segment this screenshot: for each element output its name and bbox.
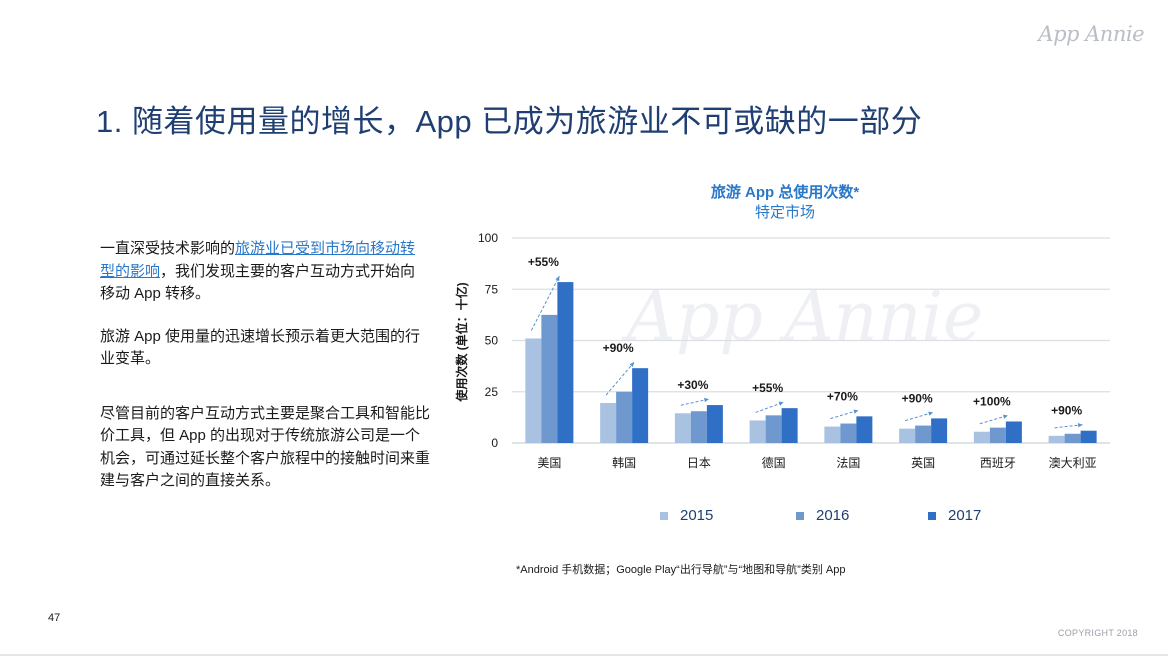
- x-tick-label: 日本: [687, 456, 711, 470]
- growth-arrowhead: [555, 276, 560, 282]
- industry-shift-link[interactable]: 旅游业已受到市场向移动转型的影响: [100, 240, 416, 280]
- growth-arrowhead: [1002, 414, 1008, 419]
- bottom-divider: [0, 654, 1168, 656]
- bar: [765, 415, 782, 443]
- bar: [931, 418, 948, 443]
- growth-arrowhead: [853, 409, 859, 414]
- bar: [541, 314, 558, 443]
- x-tick-label: 德国: [762, 455, 786, 470]
- x-tick-label: 英国: [911, 456, 935, 470]
- bar: [1064, 433, 1081, 443]
- growth-arrow: [530, 275, 560, 331]
- x-tick-labels: 美国 韩国 日本 德国 法国 英国 西班牙 澳大利亚: [537, 455, 1096, 470]
- bar: [525, 338, 542, 443]
- paragraph-1: 一直深受技术影响的旅游业已受到市场向移动转型的影响，我们发现主要的客户互动方式开…: [100, 238, 430, 306]
- growth-arrowhead: [1077, 423, 1083, 428]
- x-tick-label: 美国: [537, 456, 561, 470]
- paragraph-2: 旅游 App 使用量的迅速增长预示着更大范围的行业变革。: [100, 327, 421, 368]
- bar: [915, 425, 932, 443]
- x-tick-label: 法国: [836, 456, 860, 470]
- growth-label: +70%: [827, 389, 858, 403]
- paragraph-1-lead: 一直深受技术影响的: [100, 240, 236, 257]
- y-tick-label: 75: [485, 282, 499, 296]
- y-axis-label: 使用次数 (单位：十亿): [454, 282, 469, 402]
- y-tick-label: 25: [485, 385, 499, 399]
- bar: [632, 368, 649, 443]
- growth-arrow: [605, 361, 635, 396]
- growth-label: +100%: [973, 394, 1011, 408]
- page-number: 47: [48, 612, 61, 624]
- watermark: App Annie: [621, 278, 983, 357]
- bar: [749, 420, 766, 443]
- legend-swatch: [928, 511, 936, 520]
- growth-label: +90%: [902, 391, 933, 405]
- paragraph-1-tail: ，我们发现主要的客户互动方式开始向移动 App 转移。: [100, 262, 416, 303]
- growth-arrowhead: [704, 397, 709, 403]
- y-tick-label: 0: [491, 436, 498, 450]
- copyright: COPYRIGHT 2018: [1057, 628, 1138, 638]
- chart-title: 旅游 App 总使用次数*: [710, 184, 860, 201]
- growth-arrowhead: [928, 411, 934, 416]
- y-tick-label: 100: [478, 231, 498, 245]
- legend-label: 2015: [680, 507, 714, 524]
- growth-annotations: +55% +90% +30% +55% +70% +90% +100% +90%: [528, 255, 1083, 429]
- legend-label: 2016: [816, 507, 850, 524]
- y-tick-label: 50: [485, 334, 499, 348]
- bar: [824, 426, 841, 443]
- growth-label: +90%: [1051, 404, 1082, 418]
- chart-heading: 旅游 App 总使用次数* 特定市场: [650, 183, 920, 223]
- paragraph-3: 尽管目前的客户互动方式主要是聚合工具和智能比价工具，但 App 的出现对于传统旅…: [100, 404, 431, 490]
- growth-label: +90%: [603, 341, 634, 355]
- body-text: 一直深受技术影响的旅游业已受到市场向移动转型的影响，我们发现主要的客户互动方式开…: [100, 238, 430, 493]
- bar: [690, 411, 707, 443]
- growth-label: +55%: [528, 255, 559, 269]
- chart-subtitle: 特定市场: [754, 204, 815, 221]
- legend-swatch: [660, 511, 668, 520]
- growth-arrowhead: [778, 401, 784, 406]
- bar: [1080, 430, 1097, 443]
- growth-label: +55%: [752, 381, 783, 395]
- chart-legend: 2015 2016 2017: [660, 507, 1000, 527]
- x-tick-label: 西班牙: [980, 456, 1016, 470]
- bar: [840, 423, 857, 443]
- growth-arrowhead: [629, 362, 635, 368]
- legend-item: 2016: [796, 507, 849, 524]
- bar: [674, 413, 691, 443]
- legend-item: 2017: [928, 507, 981, 524]
- bar: [557, 282, 574, 443]
- x-tick-label: 澳大利亚: [1049, 456, 1097, 470]
- bar: [989, 427, 1006, 443]
- bar: [973, 431, 990, 443]
- slide-title: 1. 随着使用量的增长，App 已成为旅游业不可或缺的一部分: [96, 104, 923, 139]
- y-tick-labels: 0 25 50 75 100: [478, 231, 498, 450]
- legend-swatch: [796, 511, 804, 520]
- bars: [525, 282, 1097, 443]
- bar: [616, 391, 633, 443]
- x-tick-label: 韩国: [612, 455, 636, 470]
- legend-label: 2017: [948, 507, 982, 524]
- chart-footnote: *Android 手机数据；Google Play“出行导航”与“地图和导航”类…: [516, 564, 846, 576]
- bar: [856, 416, 873, 443]
- bar: [706, 405, 723, 443]
- growth-label: +30%: [677, 378, 708, 392]
- bar: [1005, 421, 1022, 443]
- bar: [781, 408, 798, 443]
- bar: [1048, 435, 1065, 443]
- app-annie-logo: App Annie: [1038, 22, 1144, 46]
- bar-chart: App Annie 使用次数 (单位：十亿) 0 25 50 75 100 美国 韩国 日本…: [454, 231, 1110, 470]
- legend-item: 2015: [660, 507, 713, 524]
- bar: [899, 428, 916, 443]
- bar: [600, 403, 617, 443]
